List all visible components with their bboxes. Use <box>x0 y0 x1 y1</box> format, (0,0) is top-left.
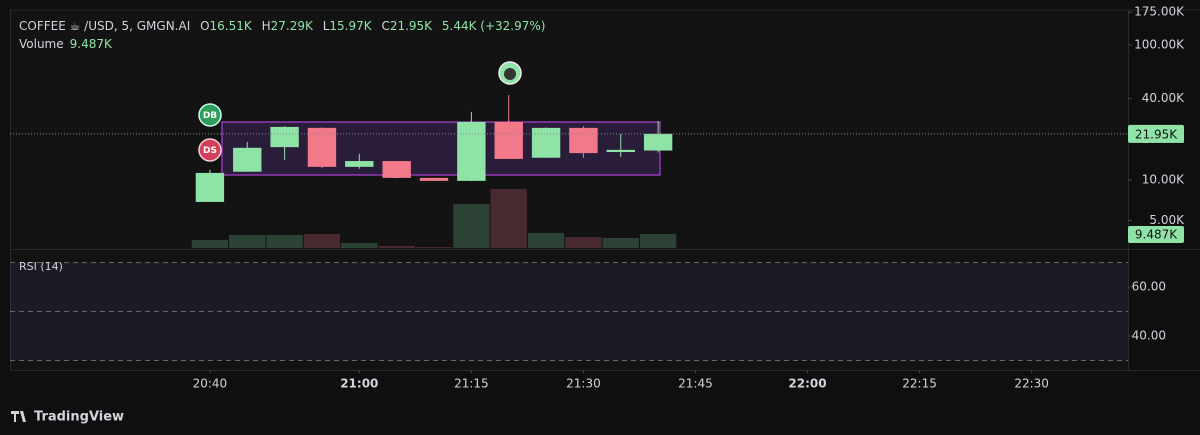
volume-bar <box>602 237 639 248</box>
volume-bar <box>266 235 303 248</box>
legend-value: 15.97K <box>329 19 372 33</box>
volume-bar <box>191 240 229 248</box>
candle-body <box>270 126 299 148</box>
legend-row: COFFEE ☕ /USD, 5, GMGN.AI O16.51K H27.29… <box>19 19 551 33</box>
volume-bar <box>527 232 565 248</box>
candle-body <box>569 127 598 154</box>
legend-key: C <box>381 19 390 33</box>
candle-body <box>307 127 337 167</box>
y-tick-label: 5.00K <box>1149 213 1185 227</box>
candle-body <box>531 127 561 158</box>
x-tick-label: 21:15 <box>454 377 489 391</box>
volume-legend: Volume 9.487K <box>19 37 118 51</box>
legend-change: 5.44K (+32.97%) <box>441 19 546 33</box>
marker-db[interactable] <box>198 103 222 127</box>
candle-body <box>643 133 673 151</box>
rsi-tick-label: 40.00 <box>1132 328 1166 342</box>
x-tick-label: 21:45 <box>678 377 713 391</box>
volume-bar <box>303 233 341 248</box>
legend-key: Volume <box>19 37 64 51</box>
candle-body <box>457 121 486 181</box>
logo-dot <box>20 411 24 415</box>
candle-body <box>419 177 449 181</box>
legend-key: O <box>200 19 210 33</box>
legend-value: 27.29K <box>270 19 313 33</box>
volume-bar <box>378 245 415 248</box>
y-tick-label: 175.00K <box>1134 5 1185 19</box>
volume-bar <box>229 235 266 248</box>
legend-key: H <box>261 19 271 33</box>
candle-body <box>345 161 374 167</box>
volume-bar <box>341 242 378 248</box>
candle-body <box>195 172 225 202</box>
volume-bar <box>453 204 490 248</box>
last-price-box <box>1128 124 1184 143</box>
candle-body <box>606 149 635 153</box>
candle-body <box>382 161 411 178</box>
volume-bar <box>565 236 602 248</box>
candle-body <box>233 147 262 172</box>
footer-brand: TradingView <box>34 410 124 425</box>
y-tick-label: 40.00K <box>1142 91 1185 105</box>
event-icon-inner <box>504 68 516 80</box>
last-volume-box <box>1128 226 1184 244</box>
y-tick-label: 10.00K <box>1142 172 1185 186</box>
volume-bar <box>639 234 677 248</box>
symbol: COFFEE ☕ /USD, 5, GMGN.AI <box>19 19 191 33</box>
legend-value: 21.95K <box>389 19 433 33</box>
rsi-title: RSI (14) <box>19 260 63 273</box>
marker-label: DS <box>203 146 217 156</box>
volume-bar <box>490 188 527 248</box>
last-volume-label: 9.487K <box>1135 228 1178 242</box>
legend-value: 16.51K <box>209 19 252 33</box>
x-tick-label: 20:40 <box>193 377 228 391</box>
x-tick-label: 22:15 <box>902 377 937 391</box>
x-tick-label: 21:30 <box>566 377 601 391</box>
legend-key: L <box>322 19 330 33</box>
volume-bar <box>415 246 453 248</box>
candle-body <box>494 121 523 159</box>
x-tick-label: 22:30 <box>1014 377 1049 391</box>
legend-value: 9.487K <box>69 37 112 51</box>
rsi-tick-label: 60.00 <box>1132 279 1166 293</box>
last-price-label: 21.95K <box>1135 127 1178 141</box>
y-tick-label: 100.00K <box>1134 37 1185 51</box>
x-tick-label: 21:00 <box>340 377 378 391</box>
marker-ds[interactable] <box>198 138 222 162</box>
marker-label: DB <box>203 111 217 121</box>
x-tick-label: 22:00 <box>788 377 826 391</box>
